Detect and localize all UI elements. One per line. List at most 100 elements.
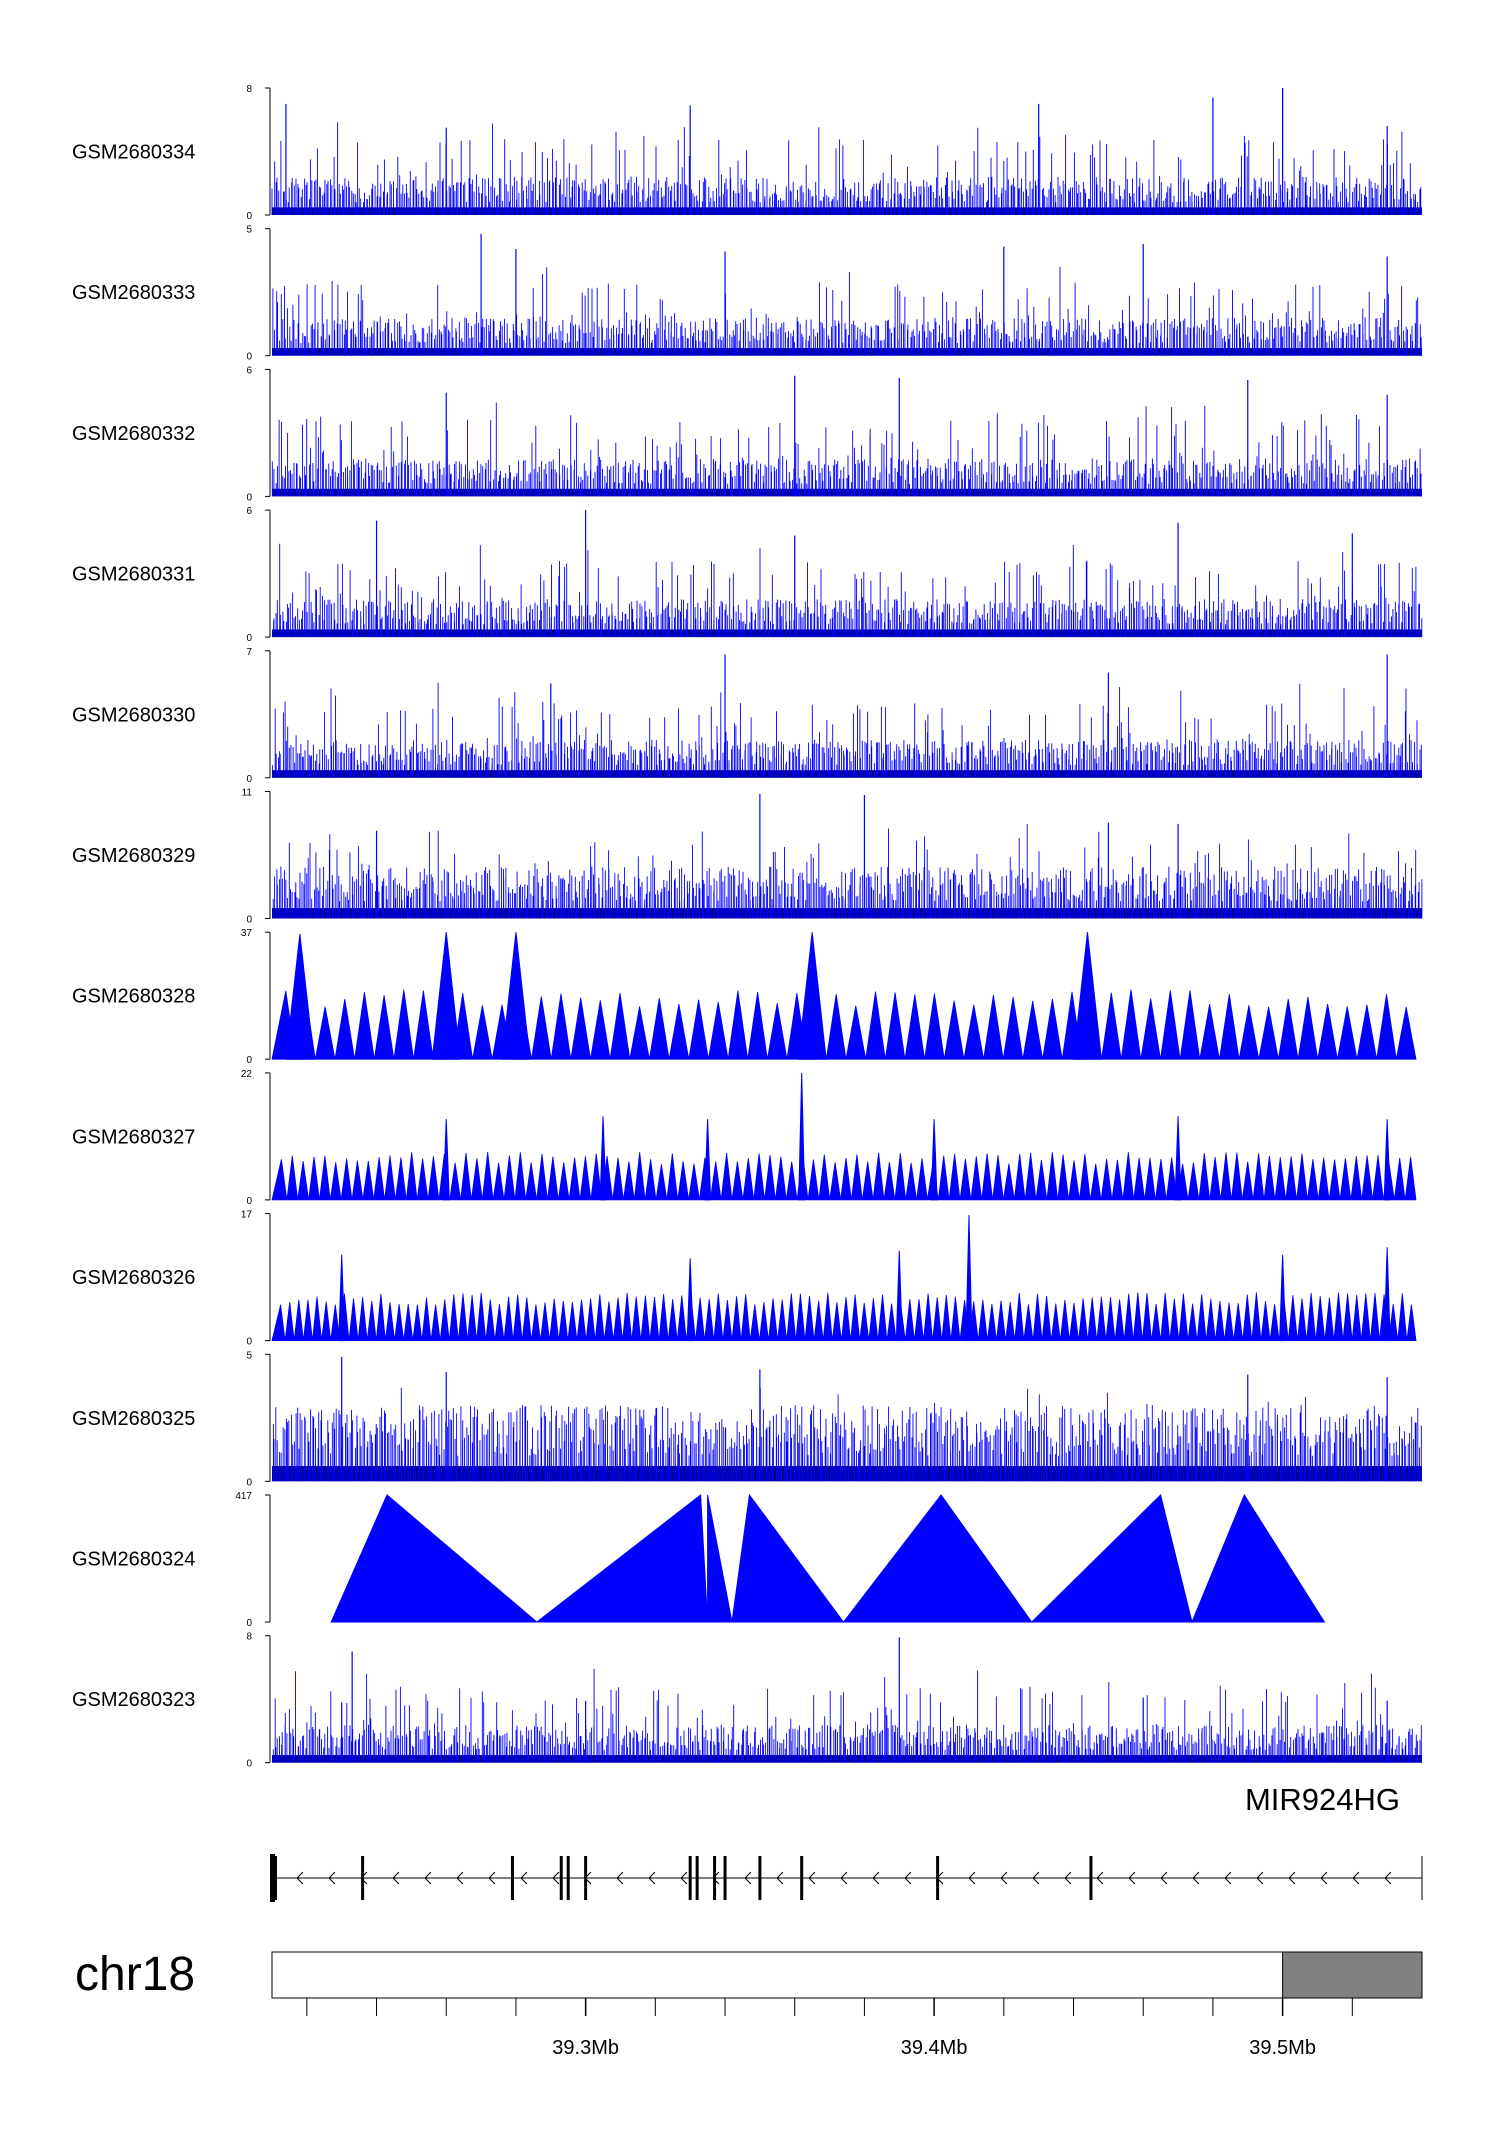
exon	[1089, 1856, 1093, 1900]
peak	[501, 932, 531, 1060]
coverage-area	[271, 989, 1417, 1060]
coverage-spikes	[272, 1387, 1422, 1482]
coverage-spikes	[272, 1668, 1422, 1763]
peak	[1174, 1116, 1182, 1201]
exon	[559, 1856, 563, 1900]
data-tracks: GSM268033480GSM268033350GSM268033260GSM2…	[72, 84, 1423, 1770]
track-label: GSM2680329	[72, 845, 195, 867]
y-tick-label-zero: 0	[246, 1055, 252, 1066]
signal-GSM2680323	[272, 1637, 1422, 1763]
peak	[338, 1254, 346, 1342]
coverage-band	[272, 908, 1422, 919]
y-tick-label-max: 5	[246, 1350, 252, 1361]
track-GSM2680330: GSM2680330 7 0	[72, 647, 1422, 785]
y-tick-label-zero: 0	[246, 1196, 252, 1207]
genomic-axis: 39.3Mb 39.4Mb 39.5Mb	[306, 1998, 1353, 2059]
exon	[695, 1856, 699, 1900]
coverage-spikes	[272, 824, 1423, 919]
strand-arrows	[296, 1871, 1392, 1885]
track-label: GSM2680334	[72, 142, 195, 164]
y-tick-label-zero: 0	[246, 492, 252, 503]
y-tick-label-max: 6	[246, 365, 252, 376]
track-label: GSM2680327	[72, 1126, 195, 1148]
exon	[688, 1856, 692, 1900]
coverage-band	[272, 629, 1422, 638]
track-GSM2680326: GSM2680326 17 0	[72, 1210, 1417, 1348]
track-GSM2680323: GSM2680323 8 0	[72, 1632, 1422, 1770]
y-tick-label-zero: 0	[246, 915, 252, 926]
coverage-spikes	[271, 122, 1422, 215]
exon	[800, 1856, 804, 1900]
track-GSM2680331: GSM2680331 6 0	[72, 506, 1423, 644]
track-label: GSM2680332	[72, 423, 195, 445]
peak	[930, 1119, 938, 1201]
coverage-area	[330, 1493, 1326, 1624]
peak	[599, 1116, 607, 1201]
track-GSM2680334: GSM2680334 8 0	[72, 84, 1422, 222]
track-GSM2680329: GSM2680329 11 0	[72, 788, 1423, 926]
exon	[723, 1856, 727, 1900]
signal-GSM2680332	[271, 375, 1422, 497]
y-tick-label-max: 7	[246, 647, 252, 658]
track-label: GSM2680325	[72, 1408, 195, 1430]
y-tick-label-max: 8	[246, 84, 252, 95]
ideogram-band	[271, 1951, 1423, 1999]
coverage-spikes	[271, 682, 1422, 778]
y-tick-label-zero: 0	[246, 633, 252, 644]
exon	[273, 1856, 277, 1900]
signal-GSM2680329	[272, 793, 1423, 919]
y-tick-label-max: 417	[235, 1491, 252, 1502]
chromosome-label: chr18	[75, 1948, 195, 2001]
track-label: GSM2680324	[72, 1549, 195, 1571]
exon	[936, 1856, 940, 1900]
peak	[442, 1119, 450, 1201]
signal-GSM2680328	[271, 932, 1417, 1060]
peak	[1072, 932, 1103, 1060]
peak	[1383, 1119, 1391, 1201]
peak	[686, 1258, 694, 1342]
signal-GSM2680333	[272, 233, 1422, 356]
track-GSM2680325: GSM2680325 5 0	[72, 1350, 1422, 1488]
coverage-spikes	[271, 402, 1422, 497]
track-GSM2680332: GSM2680332 6 0	[72, 365, 1422, 503]
track-label: GSM2680323	[72, 1689, 195, 1711]
axis-tick-label: 39.5Mb	[1249, 2037, 1316, 2059]
peak	[798, 1072, 806, 1201]
y-tick-label-zero: 0	[246, 1759, 252, 1770]
axis-tick-label: 39.4Mb	[901, 2037, 968, 2059]
peak	[431, 932, 461, 1060]
peak	[965, 1215, 973, 1342]
y-tick-label-max: 22	[241, 1069, 253, 1080]
chromosome-ideogram: chr18	[75, 1948, 1423, 2001]
signal-GSM2680331	[272, 510, 1423, 638]
exon	[566, 1856, 570, 1900]
y-tick-label-zero: 0	[246, 1618, 252, 1629]
exon	[713, 1856, 717, 1900]
signal-GSM2680326	[271, 1215, 1417, 1342]
peak	[1279, 1254, 1287, 1342]
y-tick-label-max: 37	[241, 928, 253, 939]
signal-GSM2680327	[271, 1072, 1417, 1201]
signal-GSM2680334	[271, 88, 1422, 215]
signal-GSM2680330	[271, 654, 1422, 778]
track-GSM2680324: GSM2680324 417 0	[72, 1491, 1326, 1629]
coverage-area	[271, 1292, 1417, 1341]
y-tick-label-max: 17	[241, 1210, 253, 1221]
track-GSM2680327: GSM2680327 22 0	[72, 1069, 1417, 1207]
track-label: GSM2680331	[72, 564, 195, 586]
coverage-area	[271, 1151, 1417, 1201]
y-tick-label-zero: 0	[246, 211, 252, 222]
track-label: GSM2680333	[72, 282, 195, 304]
gene-name-label: MIR924HG	[1245, 1782, 1400, 1817]
y-tick-label-zero: 0	[246, 774, 252, 785]
peak	[1383, 1247, 1391, 1342]
y-tick-label-max: 11	[242, 788, 253, 799]
y-tick-label-zero: 0	[246, 1337, 252, 1348]
track-GSM2680328: GSM2680328 37 0	[72, 928, 1417, 1066]
exon-first	[270, 1854, 275, 1902]
y-tick-label-zero: 0	[246, 1477, 252, 1488]
y-tick-label-max: 8	[246, 1632, 252, 1643]
coverage-band	[272, 348, 1422, 356]
exon	[758, 1856, 762, 1900]
